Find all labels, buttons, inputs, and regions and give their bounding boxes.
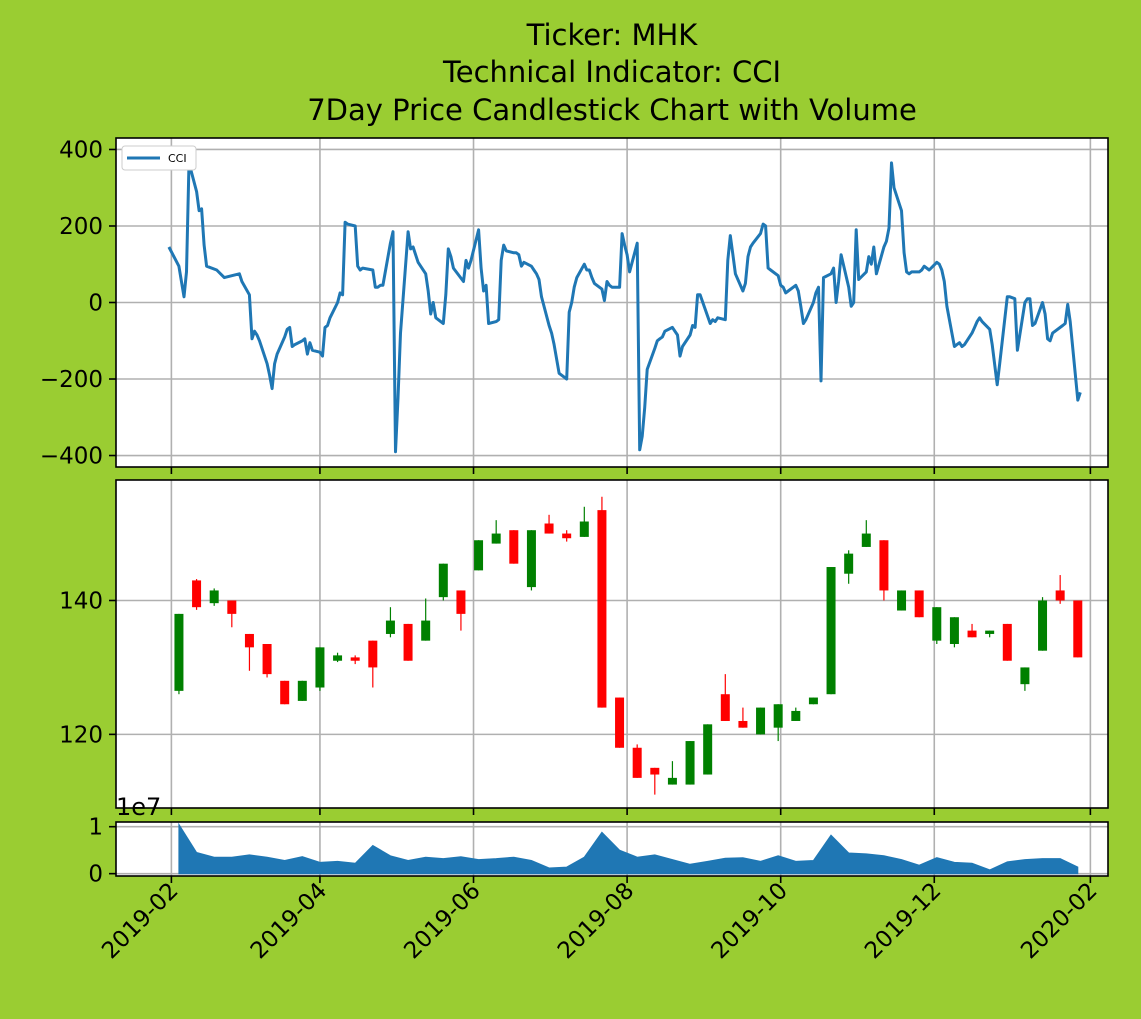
cci-grid <box>116 138 1108 474</box>
candle-body <box>368 640 378 668</box>
cci-panel: 400 200 0 −200 −400 CCI <box>40 137 1109 474</box>
price-ytick-label: 120 <box>59 722 103 748</box>
candle-body <box>720 694 730 721</box>
candle-body <box>949 617 959 644</box>
candle-body <box>897 590 907 611</box>
cci-y-axis: 400 200 0 −200 −400 <box>40 137 116 470</box>
candle-body <box>280 680 290 705</box>
figure-title: Ticker: MHK Technical Indicator: CCI 7Da… <box>307 18 917 127</box>
cci-ytick-label: −200 <box>40 367 103 393</box>
candle-body <box>544 523 554 534</box>
candle-body <box>773 704 783 728</box>
candle-body <box>1073 600 1083 658</box>
candle-body <box>333 655 343 661</box>
candle-body <box>244 633 254 648</box>
candle-body <box>879 540 889 591</box>
candle-body <box>1002 623 1012 661</box>
candle-body <box>667 777 677 785</box>
price-panel: 140 120 <box>59 479 1109 815</box>
volume-ytick-label: 0 <box>88 862 103 888</box>
price-ytick-label: 140 <box>59 588 103 614</box>
volume-y-axis: 10 <box>88 815 116 888</box>
candle-body <box>632 747 642 778</box>
candle-body <box>174 613 184 691</box>
cci-ytick-label: 400 <box>59 137 103 163</box>
volume-offset-label: 1e7 <box>116 793 161 821</box>
candle-body <box>1038 600 1048 651</box>
candlesticks <box>174 496 1083 795</box>
candle-body <box>421 620 431 641</box>
candle-body <box>262 644 272 675</box>
volume-frame <box>115 821 1109 877</box>
candle-body <box>615 697 625 748</box>
candle-body <box>738 720 748 728</box>
cci-ytick-label: −400 <box>40 444 103 470</box>
candle-body <box>685 741 695 785</box>
candle-body <box>967 630 977 638</box>
candle-body <box>985 630 995 634</box>
legend-label-cci: CCI <box>168 152 187 165</box>
candle-body <box>297 680 307 701</box>
candle-body <box>808 697 818 705</box>
candle-body <box>579 521 589 537</box>
title-line-1: Ticker: MHK <box>526 18 699 52</box>
cci-legend: CCI <box>121 145 197 171</box>
candle-body <box>650 767 660 775</box>
cci-ytick-label: 200 <box>59 214 103 240</box>
candle-body <box>509 530 519 564</box>
candle-body <box>826 567 836 695</box>
title-line-2: Technical Indicator: CCI <box>442 55 781 89</box>
candle-body <box>192 580 202 608</box>
volume-area <box>178 822 1079 875</box>
candle-body <box>1055 590 1065 601</box>
candle-body <box>385 620 395 634</box>
candle-body <box>209 590 219 604</box>
cci-ytick-label: 0 <box>88 291 103 317</box>
volume-ytick-label: 1 <box>88 815 103 841</box>
candle-body <box>791 710 801 721</box>
price-frame <box>115 479 1109 809</box>
candle-body <box>350 657 360 661</box>
cci-frame <box>115 137 1109 468</box>
candle-body <box>703 724 713 775</box>
candle-body <box>403 623 413 661</box>
cci-series-line <box>167 161 1082 454</box>
candle-body <box>526 530 536 588</box>
candle-body <box>474 540 484 571</box>
price-grid <box>116 480 1108 815</box>
candle-body <box>456 590 466 614</box>
candle-body <box>491 533 501 544</box>
candle-body <box>844 553 854 574</box>
candle-body <box>597 510 607 708</box>
candle-body <box>1020 667 1030 685</box>
candle-body <box>562 533 572 539</box>
candle-body <box>438 563 448 598</box>
candle-body <box>227 600 237 614</box>
price-plot-area <box>116 480 1108 808</box>
candle-body <box>861 533 871 547</box>
price-y-axis: 140 120 <box>59 588 116 748</box>
title-line-3: 7Day Price Candlestick Chart with Volume <box>307 93 917 127</box>
candle-body <box>932 607 942 641</box>
candle-body <box>914 590 924 618</box>
candle-body <box>756 707 766 735</box>
candle-body <box>315 647 325 688</box>
